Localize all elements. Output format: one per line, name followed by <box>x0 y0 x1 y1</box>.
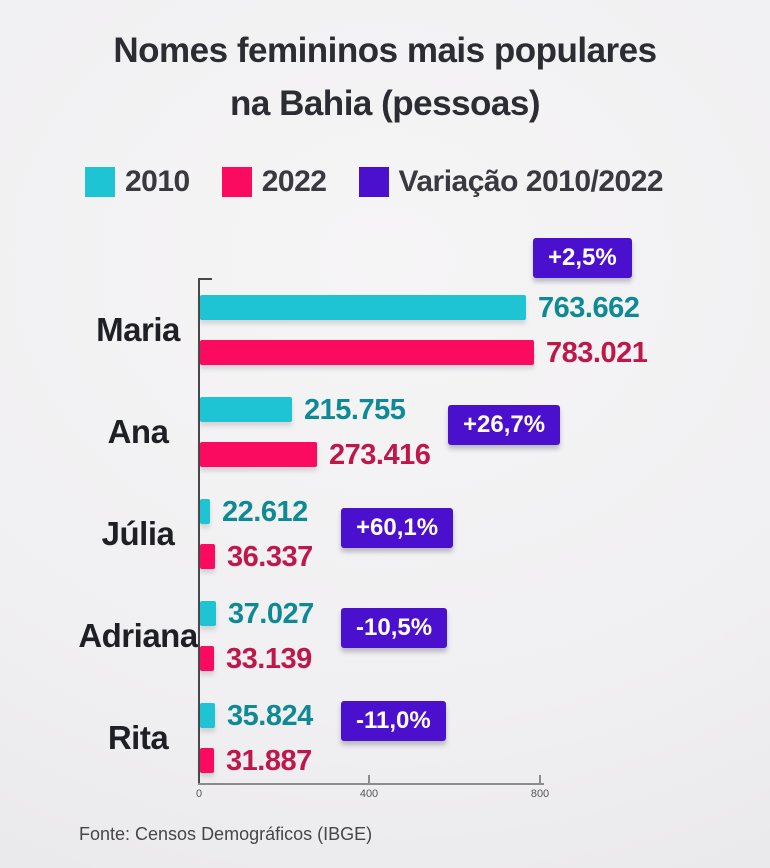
x-axis-tick-label: 400 <box>359 788 379 800</box>
value-2010: 763.662 <box>538 291 640 324</box>
bar-chart: Maria 763.662 783.021 +2,5% Ana 215.755 273.41… <box>0 230 770 810</box>
legend-item-variation: Variação 2010/2022 <box>358 165 664 199</box>
value-2010: 35.824 <box>227 699 313 732</box>
x-axis-tick-label: 800 <box>530 788 550 800</box>
variation-badge: +26,7% <box>448 405 561 445</box>
bar-2010 <box>200 601 216 626</box>
bar-2010 <box>200 499 210 524</box>
category-label: Júlia <box>101 515 175 552</box>
value-2010: 215.755 <box>304 393 406 426</box>
legend: 2010 2022 Variação 2010/2022 <box>85 165 664 199</box>
bar-2010 <box>200 295 526 320</box>
bar-2022 <box>200 748 214 773</box>
value-2010: 22.612 <box>222 495 308 528</box>
variation-badge: -11,0% <box>341 701 446 741</box>
legend-label-2010: 2010 <box>125 165 190 198</box>
legend-item-2022: 2022 <box>221 165 327 199</box>
page-title-line1: Nomes femininos mais populares <box>113 31 657 70</box>
bar-2022 <box>200 544 215 569</box>
x-axis-line <box>198 783 544 785</box>
legend-swatch-2022 <box>221 167 252 197</box>
value-2022: 31.887 <box>226 744 312 777</box>
category-label: Maria <box>96 311 180 348</box>
category-label: Ana <box>107 413 169 450</box>
value-2022: 783.021 <box>546 336 648 369</box>
category-label: Adriana <box>78 617 198 654</box>
value-2022: 33.139 <box>226 642 312 675</box>
bar-2010 <box>200 703 215 728</box>
x-axis-tick <box>368 775 370 783</box>
legend-swatch-2010 <box>85 167 115 197</box>
category-label: Rita <box>107 719 169 756</box>
value-2022: 273.416 <box>329 438 431 471</box>
variation-badge: +60,1% <box>341 508 454 548</box>
x-axis-tick <box>539 775 541 783</box>
value-2022: 36.337 <box>227 540 313 573</box>
variation-badge: +2,5% <box>533 238 632 278</box>
x-axis-tick-label: 0 <box>195 788 203 800</box>
legend-label-variation: Variação 2010/2022 <box>398 165 664 198</box>
bar-2022 <box>200 340 534 365</box>
value-2010: 37.027 <box>228 597 314 630</box>
legend-swatch-variation <box>358 167 389 197</box>
bar-2022 <box>200 442 317 467</box>
source-note: Fonte: Censos Demográficos (IBGE) <box>79 824 373 844</box>
bar-2022 <box>200 646 214 671</box>
legend-item-2010: 2010 <box>85 165 190 199</box>
y-axis-top-tick <box>198 278 212 280</box>
bar-2010 <box>200 397 292 422</box>
y-axis-line <box>198 278 200 785</box>
variation-badge: -10,5% <box>341 608 448 648</box>
legend-label-2022: 2022 <box>261 165 327 198</box>
page-title: Nomes femininos mais populares na Bahia (… <box>0 24 770 130</box>
page-title-line2: na Bahia (pessoas) <box>230 84 541 123</box>
